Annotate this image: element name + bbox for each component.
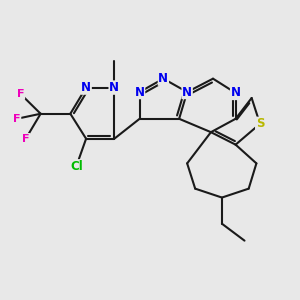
Text: F: F bbox=[13, 114, 21, 124]
Text: N: N bbox=[158, 72, 168, 85]
Text: N: N bbox=[109, 81, 119, 94]
Text: N: N bbox=[231, 86, 241, 99]
Text: F: F bbox=[22, 134, 29, 144]
Text: S: S bbox=[256, 117, 264, 130]
Text: Cl: Cl bbox=[70, 160, 83, 173]
Text: N: N bbox=[135, 85, 145, 98]
Text: F: F bbox=[17, 89, 25, 99]
Text: N: N bbox=[182, 85, 192, 98]
Text: N: N bbox=[81, 81, 91, 94]
